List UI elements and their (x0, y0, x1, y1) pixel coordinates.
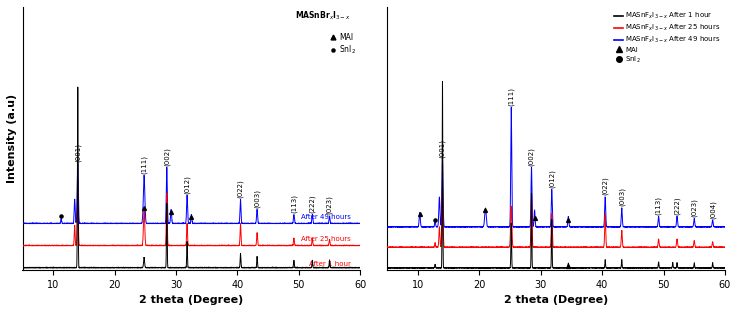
Y-axis label: Intensity (a.u): Intensity (a.u) (7, 94, 17, 183)
Text: (023): (023) (326, 196, 333, 214)
Text: (222): (222) (309, 194, 316, 213)
Text: (003): (003) (254, 189, 261, 208)
Text: (022): (022) (602, 177, 608, 195)
Text: (113): (113) (291, 194, 297, 213)
Text: (002): (002) (528, 147, 535, 166)
X-axis label: 2 theta (Degree): 2 theta (Degree) (504, 295, 608, 305)
Text: (111): (111) (141, 155, 148, 174)
Text: MASnBr$_x$I$_{3-x}$: MASnBr$_x$I$_{3-x}$ (294, 10, 350, 22)
Text: (002): (002) (164, 147, 170, 166)
Text: (001): (001) (75, 143, 81, 162)
Text: After 25 hours: After 25 hours (301, 236, 351, 242)
Text: (111): (111) (508, 87, 514, 106)
Text: (001): (001) (439, 139, 446, 158)
Text: (023): (023) (691, 198, 697, 217)
Text: (012): (012) (184, 175, 190, 194)
Text: (222): (222) (674, 196, 680, 215)
Text: After 1 hour: After 1 hour (309, 261, 351, 267)
Text: (004): (004) (709, 200, 716, 219)
Text: (113): (113) (655, 196, 662, 215)
Legend: MASnF$_x$I$_{3-x}$ After 1 hour, MASnF$_x$I$_{3-x}$ After 25 hours, MASnF$_x$I$_: MASnF$_x$I$_{3-x}$ After 1 hour, MASnF$_… (612, 8, 723, 68)
Legend: MAI, SnI$_2$: MAI, SnI$_2$ (326, 30, 359, 59)
Text: After 49 hours: After 49 hours (301, 214, 351, 220)
X-axis label: 2 theta (Degree): 2 theta (Degree) (139, 295, 244, 305)
Text: (022): (022) (237, 179, 244, 198)
Text: (003): (003) (618, 188, 625, 207)
Text: (012): (012) (548, 169, 555, 188)
